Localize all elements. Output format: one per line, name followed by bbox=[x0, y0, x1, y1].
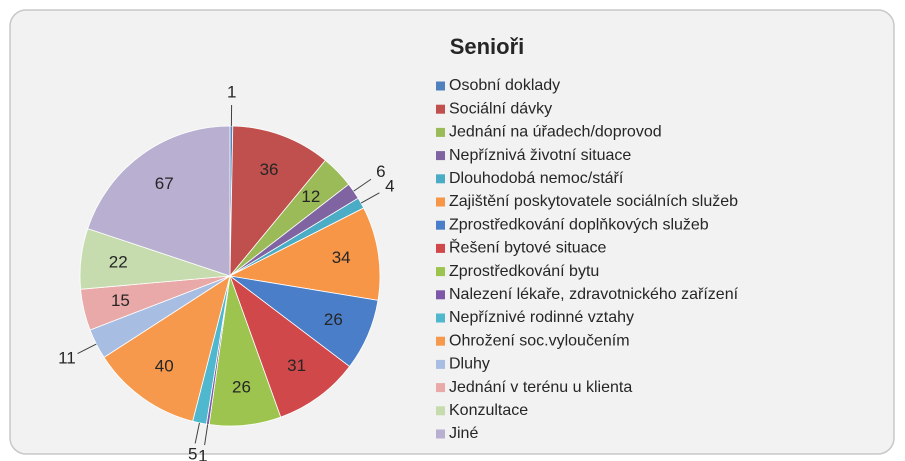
legend-label: Jednání v terénu u klienta bbox=[449, 379, 632, 396]
legend-swatch bbox=[436, 243, 445, 253]
data-label: 12 bbox=[301, 187, 320, 206]
legend-label: Jednání na úřadech/doprovod bbox=[449, 124, 662, 141]
legend-label: Konzultace bbox=[449, 402, 528, 419]
legend-swatch bbox=[436, 336, 445, 346]
pie-slice bbox=[228, 207, 381, 301]
pie-slice bbox=[229, 274, 351, 418]
leader-line bbox=[194, 422, 200, 444]
legend-swatch bbox=[436, 429, 445, 439]
data-label: 1 bbox=[227, 82, 236, 101]
leader-line bbox=[77, 343, 97, 355]
data-label: 6 bbox=[376, 162, 385, 181]
legend-label: Zajištění poskytovatele sociálních služe… bbox=[449, 193, 738, 210]
legend-swatch bbox=[436, 151, 445, 161]
legend-label: Zprostředkování doplňkových služeb bbox=[449, 216, 709, 233]
legend-label: Řešení bytové situace bbox=[449, 238, 607, 257]
data-label: 67 bbox=[155, 174, 174, 193]
data-label: 31 bbox=[287, 356, 306, 375]
data-label: 5 bbox=[188, 445, 197, 461]
legend-label: Nepříznivá životní situace bbox=[449, 147, 631, 164]
legend-swatch bbox=[436, 197, 445, 207]
data-label: 4 bbox=[385, 176, 394, 195]
legend-swatch bbox=[436, 220, 445, 230]
pie-slice bbox=[87, 125, 231, 277]
data-label: 26 bbox=[324, 310, 343, 329]
data-label: 36 bbox=[260, 160, 279, 179]
legend-label: Nepříznivé rodinné vztahy bbox=[449, 309, 634, 326]
legend-label: Nalezení lékaře, zdravotnického zařízení bbox=[449, 286, 739, 303]
legend-label: Zprostředkování bytu bbox=[449, 263, 599, 280]
pie-slice bbox=[103, 275, 231, 422]
data-label: 15 bbox=[111, 291, 130, 310]
legend-swatch bbox=[436, 267, 445, 277]
legend-label: Dluhy bbox=[449, 356, 490, 373]
legend-swatch bbox=[436, 104, 445, 114]
data-label: 1 bbox=[198, 446, 207, 461]
legend-label: Sociální dávky bbox=[449, 100, 552, 117]
leader-line bbox=[360, 192, 380, 204]
data-label: 26 bbox=[232, 377, 251, 396]
legend-label: Osobní doklady bbox=[449, 77, 560, 94]
legend-swatch bbox=[436, 383, 445, 393]
data-label: 22 bbox=[109, 252, 128, 271]
legend-swatch bbox=[436, 406, 445, 416]
data-label: 34 bbox=[332, 248, 351, 267]
legend-swatch bbox=[436, 174, 445, 184]
legend-label: Jiné bbox=[449, 425, 478, 442]
legend-swatch bbox=[436, 313, 445, 323]
legend-swatch bbox=[436, 290, 445, 300]
data-label: 11 bbox=[58, 348, 76, 367]
legend-swatch bbox=[436, 127, 445, 137]
leader-line bbox=[204, 424, 209, 446]
legend-swatch bbox=[436, 81, 445, 91]
data-label: 40 bbox=[155, 357, 174, 376]
legend-label: Dlouhodobá nemoc/stáří bbox=[449, 170, 624, 187]
leader-line bbox=[353, 178, 372, 192]
legend-swatch bbox=[436, 359, 445, 369]
chart-title: Senioři bbox=[450, 34, 525, 59]
legend-label: Ohrožení soc.vyloučením bbox=[449, 332, 630, 349]
pie-slice bbox=[229, 125, 327, 278]
